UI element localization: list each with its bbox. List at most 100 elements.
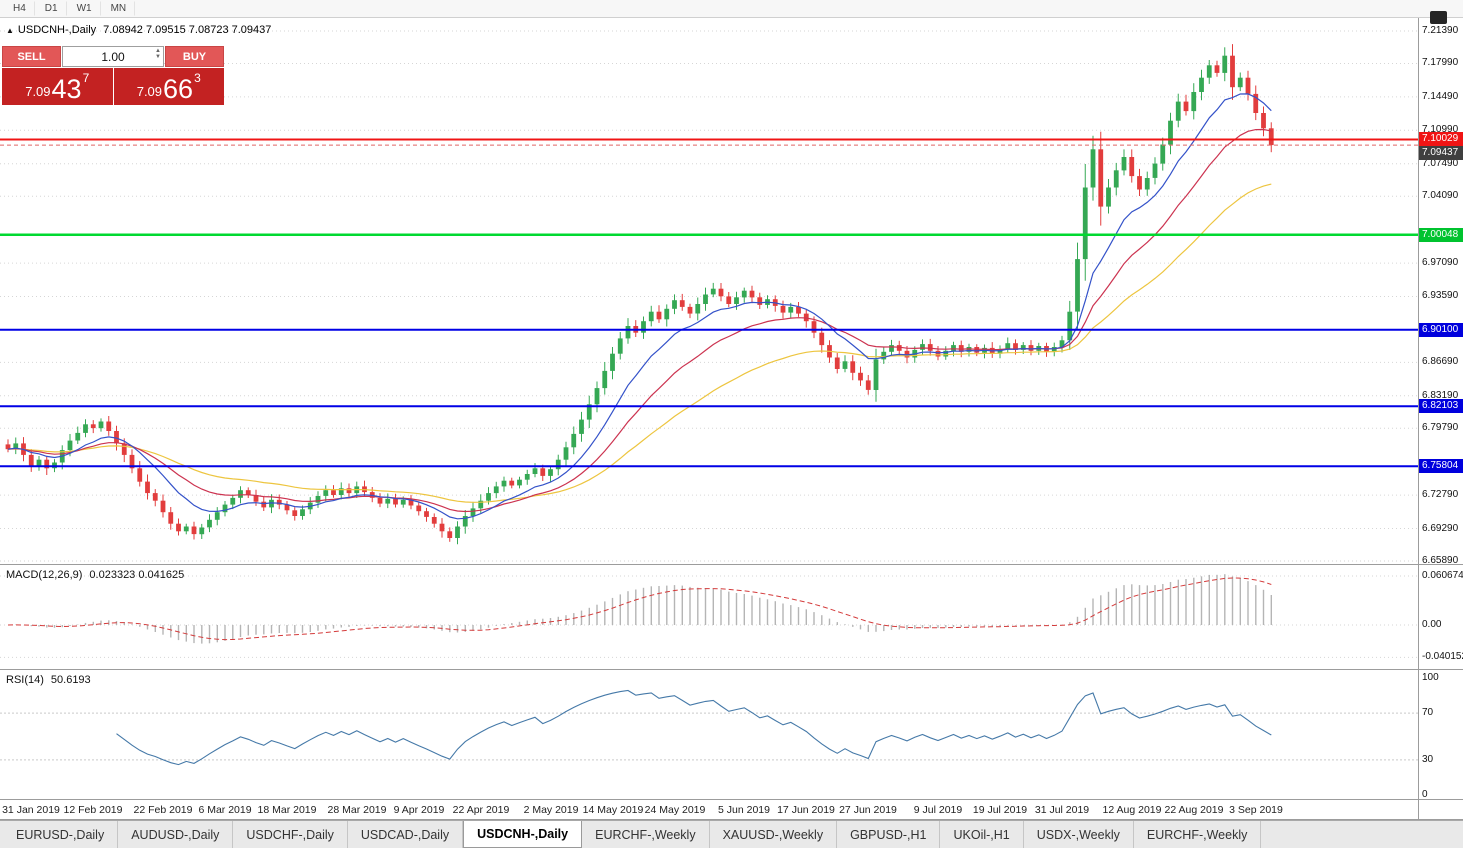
price-badge-blue: 6.82103 — [1419, 399, 1463, 413]
chart-tab-bar: EURUSD-,Daily AUDUSD-,Daily USDCHF-,Daily U… — [0, 820, 1463, 848]
rsi-tick-label: 70 — [1422, 707, 1434, 718]
time-axis-label: 12 Aug 2019 — [1102, 804, 1162, 816]
macd-tick-label: 0.00 — [1422, 619, 1442, 630]
macd-tick-label: -0.040152 — [1422, 651, 1463, 662]
price-tick-label: 7.07490 — [1422, 158, 1459, 169]
chart-tab-7-xauusdweekly[interactable]: XAUUSD-,Weekly — [710, 821, 838, 848]
price-tick-label: 6.83190 — [1422, 390, 1459, 401]
time-axis-label: 27 Jun 2019 — [839, 804, 897, 816]
volume-spinbox[interactable]: 1.00 ▲ ▼ — [62, 46, 164, 67]
timeframe-button-mn[interactable]: MN — [102, 1, 136, 16]
horizontal-level-lines — [0, 138, 1418, 468]
time-axis-label: 19 Jul 2019 — [972, 804, 1028, 816]
time-axis-label: 12 Feb 2019 — [63, 804, 123, 816]
price-tick-label: 6.72790 — [1422, 489, 1459, 500]
price-tick-label: 6.69290 — [1422, 523, 1459, 534]
volume-up-icon[interactable]: ▲ — [155, 48, 161, 54]
rsi-canvas[interactable] — [0, 670, 1418, 799]
price-tick-label: 7.14490 — [1422, 91, 1459, 102]
panel-collapse-icon[interactable]: ▲ — [6, 26, 14, 35]
macd-histogram — [15, 574, 1273, 644]
timeframe-button-w1[interactable]: W1 — [68, 1, 101, 16]
price-tick-label: 6.93590 — [1422, 290, 1459, 301]
time-axis-label: 5 Jun 2019 — [718, 804, 770, 816]
macd-values: 0.023323 0.041625 — [89, 569, 185, 581]
price-chart-panel: ▲ USDCNH-,Daily 7.08942 7.09515 7.08723 7.… — [0, 18, 1463, 565]
sell-price-sup: 7 — [82, 71, 90, 85]
moving-average-lines — [7, 93, 1272, 520]
sell-price-display[interactable]: 7.09 43 7 — [2, 68, 113, 105]
chart-window-icon[interactable] — [1430, 11, 1447, 24]
time-axis-label: 9 Apr 2019 — [393, 804, 445, 816]
macd-canvas[interactable] — [0, 565, 1418, 669]
macd-name: MACD(12,26,9) — [6, 569, 83, 581]
price-badge-green: 7.00048 — [1419, 228, 1463, 242]
time-axis-label: 3 Sep 2019 — [1229, 804, 1283, 816]
buy-price-sup: 3 — [194, 71, 201, 85]
time-axis-label: 28 Mar 2019 — [327, 804, 387, 816]
time-axis-label: 18 Mar 2019 — [257, 804, 317, 816]
price-tick-label: 6.97090 — [1422, 257, 1459, 268]
chart-tab-4-usdcaddaily[interactable]: USDCAD-,Daily — [348, 821, 464, 848]
time-axis-label: 9 Jul 2019 — [913, 804, 963, 816]
price-badge-blue: 6.75804 — [1419, 459, 1463, 473]
timeframe-button-group: H4 D1 W1 MN — [4, 1, 136, 16]
time-axis-label: 22 Apr 2019 — [452, 804, 510, 816]
candlestick-series — [5, 44, 1274, 545]
buy-price-big: 66 — [163, 74, 194, 104]
time-axis-label: 22 Feb 2019 — [133, 804, 193, 816]
sell-button[interactable]: SELL — [2, 46, 61, 67]
chart-tab-8-gbpusdh1[interactable]: GBPUSD-,H1 — [837, 821, 941, 848]
macd-label: MACD(12,26,9) 0.023323 0.041625 — [6, 569, 184, 581]
price-tick-label: 7.21390 — [1422, 25, 1459, 36]
price-tick-label: 7.10990 — [1422, 124, 1459, 135]
chart-symbol-label: USDCNH-,Daily — [17, 24, 97, 36]
chart-tab-1-eurusddaily[interactable]: EURUSD-,Daily — [3, 821, 119, 848]
rsi-indicator-panel: RSI(14) 50.6193 100 70 30 0 — [0, 670, 1463, 800]
chart-tab-6-eurchfweekly[interactable]: EURCHF-,Weekly — [582, 821, 710, 848]
time-axis-label: 17 Jun 2019 — [777, 804, 835, 816]
chart-ohlc-values: 7.08942 7.09515 7.08723 7.09437 — [103, 24, 272, 36]
price-badge-current: 7.09437 — [1419, 146, 1463, 160]
time-axis: 31 Jan 2019 12 Feb 2019 22 Feb 2019 6 Mar 2… — [0, 800, 1463, 820]
buy-price-display[interactable]: 7.09 66 3 — [113, 68, 224, 105]
price-tick-label: 6.65890 — [1422, 555, 1459, 565]
chart-title: ▲ USDCNH-,Daily 7.08942 7.09515 7.08723 7.… — [6, 24, 271, 36]
volume-spinner: ▲ ▼ — [155, 48, 161, 60]
macd-gridlines — [0, 575, 1418, 658]
time-axis-label: 6 Mar 2019 — [198, 804, 252, 816]
price-tick-label: 7.17990 — [1422, 57, 1459, 68]
time-axis-label: 31 Jan 2019 — [2, 804, 60, 816]
chart-tab-10-usdxweekly[interactable]: USDX-,Weekly — [1024, 821, 1134, 848]
time-axis-label: 22 Aug 2019 — [1164, 804, 1224, 816]
time-axis-label: 14 May 2019 — [582, 804, 644, 816]
chart-tab-9-ukoilh1[interactable]: UKOil-,H1 — [940, 821, 1024, 848]
chart-tab-3-usdchfdaily[interactable]: USDCHF-,Daily — [233, 821, 348, 848]
axis-separator-line — [1418, 18, 1419, 820]
chart-tab-2-audusddaily[interactable]: AUDUSD-,Daily — [118, 821, 234, 848]
volume-down-icon[interactable]: ▼ — [155, 54, 161, 60]
volume-value: 1.00 — [101, 49, 125, 64]
chart-tab-5-usdcnhdaily[interactable]: USDCNH-,Daily — [463, 821, 583, 848]
time-axis-label: 31 Jul 2019 — [1034, 804, 1090, 816]
price-tick-label: 7.04090 — [1422, 190, 1459, 201]
rsi-line — [116, 689, 1272, 766]
timeframe-button-d1[interactable]: D1 — [36, 1, 67, 16]
chart-tab-11-eurchfweekly[interactable]: EURCHF-,Weekly — [1134, 821, 1262, 848]
time-axis-label: 24 May 2019 — [644, 804, 706, 816]
timeframe-button-h4[interactable]: H4 — [4, 1, 35, 16]
price-tick-label: 6.79790 — [1422, 422, 1459, 433]
rsi-tick-label: 30 — [1422, 754, 1434, 765]
rsi-name: RSI(14) — [6, 674, 44, 686]
price-gridlines — [0, 30, 1418, 562]
buy-price-prefix: 7.09 — [136, 84, 163, 99]
buy-button[interactable]: BUY — [165, 46, 224, 67]
rsi-tick-label: 100 — [1422, 672, 1439, 683]
macd-indicator-panel: MACD(12,26,9) 0.023323 0.041625 0.060674 0… — [0, 565, 1463, 670]
price-badge-blue: 6.90100 — [1419, 323, 1463, 337]
price-chart-canvas[interactable] — [0, 18, 1418, 564]
time-axis-label: 2 May 2019 — [523, 804, 579, 816]
rsi-gridlines — [0, 712, 1418, 761]
price-badge-red: 7.10029 — [1419, 132, 1463, 146]
